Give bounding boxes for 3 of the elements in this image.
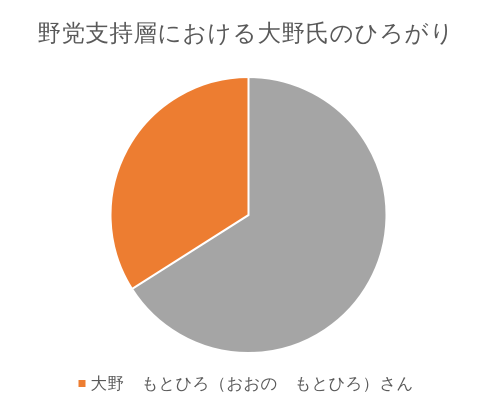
- chart-title: 野党支持層における大野氏のひろがり: [38, 19, 454, 47]
- pie-slice: [110, 76, 250, 290]
- legend: 大野 もとひろ（おおの もとひろ）さん: [78, 374, 414, 393]
